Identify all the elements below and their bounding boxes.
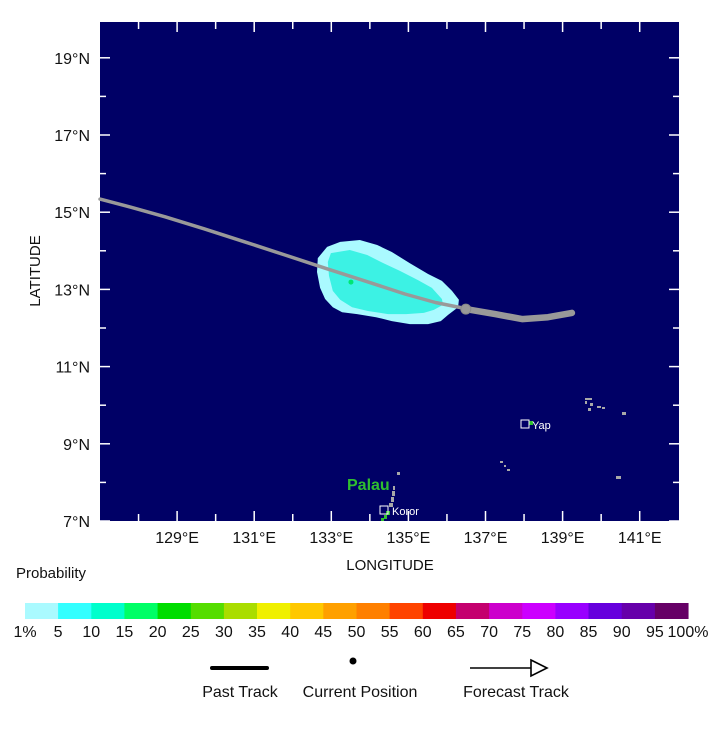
colorbar-tick-label: 70: [480, 624, 498, 641]
colorbar-segment: [290, 603, 324, 619]
island: [622, 412, 626, 415]
lon-tick-label: 133°E: [309, 530, 353, 547]
colorbar-segment: [389, 603, 424, 619]
colorbar-segment: [323, 603, 357, 619]
island: [384, 515, 387, 519]
colorbar-segment: [555, 603, 590, 619]
island: [597, 406, 601, 408]
axes-group: 19°N 17°N 15°N 13°N 11°N 9°N 7°N 129°E 131°E 133°…: [54, 22, 679, 547]
colorbar-segment: [522, 603, 556, 619]
current-position-symbol: [349, 657, 357, 665]
colorbar-segment: [455, 603, 490, 619]
colorbar-tick-label: 40: [281, 624, 299, 641]
colorbar-tick-label: 80: [547, 624, 565, 641]
lat-tick-label: 13°N: [54, 282, 90, 299]
colorbar-segment: [489, 603, 523, 619]
colorbar-tick-label: 15: [116, 624, 134, 641]
colorbar-segment: [654, 603, 689, 619]
island: [393, 486, 395, 490]
colorbar-segment: [25, 603, 59, 619]
colorbar-segment: [190, 603, 225, 619]
current-position-dot: [460, 303, 472, 315]
past-track-line: [462, 305, 576, 323]
colorbar-segment: [91, 603, 125, 619]
island: [389, 503, 393, 507]
lon-tick-label: 131°E: [232, 530, 276, 547]
lat-tick-label: 17°N: [54, 128, 90, 145]
lon-tick-label: 139°E: [541, 530, 585, 547]
colorbar-tick-label: 45: [314, 624, 332, 641]
forecast-track-line: [98, 197, 464, 310]
forecast-track-label: Forecast Track: [463, 684, 570, 701]
colorbar-segment: [58, 603, 92, 619]
x-axis-title: LONGITUDE: [346, 557, 434, 574]
colorbar-tick-label: 55: [381, 624, 399, 641]
lon-tick-label: 129°E: [155, 530, 199, 547]
place-label-palau: Palau: [347, 477, 390, 494]
island: [397, 472, 400, 475]
colorbar-tick-label: 5: [54, 624, 63, 641]
lon-tick-label: 135°E: [387, 530, 431, 547]
lat-tick-label: 19°N: [54, 51, 90, 68]
island: [616, 476, 621, 479]
colorbar-tick-label: 35: [248, 624, 266, 641]
colorbar-segment: [157, 603, 192, 619]
colorbar-segment: [257, 603, 291, 619]
probability-colorbar: 1% 5 10 15 20 25 30 35 40 45 50 55 60 65 70 75 80 85 90 95 1…: [13, 603, 708, 641]
island: [392, 491, 395, 496]
colorbar-tick-label: 100%: [668, 624, 709, 641]
colorbar-tick-label: 75: [513, 624, 531, 641]
colorbar-tick-label: 25: [182, 624, 200, 641]
island: [590, 403, 593, 406]
city-marker-koror: [379, 505, 389, 515]
island: [529, 421, 533, 425]
colorbar-segment: [223, 603, 258, 619]
lat-tick-label: 15°N: [54, 205, 90, 222]
colorbar-tick-label: 60: [414, 624, 432, 641]
place-label-yap: Yap: [532, 420, 551, 432]
colorbar-tick-label: 85: [580, 624, 598, 641]
island: [507, 469, 510, 471]
probability-legend-title: Probability: [16, 565, 87, 582]
colorbar-segment: [422, 603, 457, 619]
lon-tick-label: 141°E: [618, 530, 662, 547]
colorbar-tick-label: 50: [348, 624, 366, 641]
island: [504, 465, 506, 467]
place-labels-group: Palau Yap Koror: [347, 419, 551, 518]
colorbar-segment: [588, 603, 623, 619]
colorbar-segment: [621, 603, 656, 619]
island: [381, 518, 384, 521]
past-track-label: Past Track: [202, 684, 279, 701]
lat-tick-label: 11°N: [55, 360, 90, 377]
island: [585, 401, 587, 404]
lat-tick-label: 9°N: [63, 437, 90, 454]
storm-track-group: [98, 197, 576, 323]
probability-contour-15pct: [348, 279, 354, 285]
y-axis-title: LATITUDE: [27, 235, 44, 306]
colorbar-tick-label: 20: [149, 624, 167, 641]
colorbar-segment: [124, 603, 159, 619]
island: [500, 461, 503, 463]
island: [588, 408, 591, 411]
place-label-koror: Koror: [392, 506, 419, 518]
island: [391, 497, 394, 502]
colorbar-tick-label: 1%: [13, 624, 36, 641]
colorbar-segment: [356, 603, 391, 619]
colorbar-tick-label: 90: [613, 624, 631, 641]
colorbar-tick-label: 30: [215, 624, 233, 641]
island: [585, 398, 592, 400]
current-position-label: Current Position: [303, 684, 418, 701]
colorbar-tick-label: 10: [82, 624, 100, 641]
colorbar-tick-label: 95: [646, 624, 664, 641]
lat-tick-label: 7°N: [63, 514, 90, 531]
island: [602, 407, 605, 409]
city-marker-yap: [520, 419, 530, 429]
colorbar-tick-label: 65: [447, 624, 465, 641]
forecast-track-symbol-arrowhead: [530, 658, 549, 678]
lon-tick-label: 137°E: [464, 530, 508, 547]
